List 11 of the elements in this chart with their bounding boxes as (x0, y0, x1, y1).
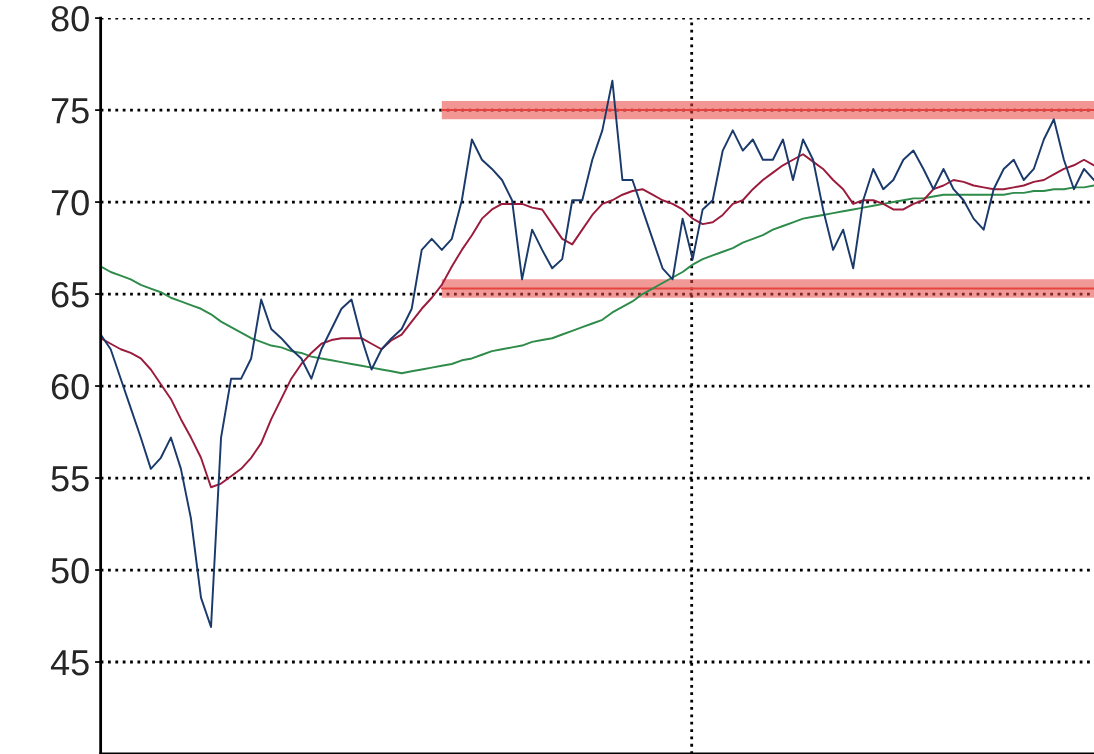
y-tick-label: 50 (51, 557, 89, 584)
y-tick-label: 70 (51, 189, 89, 216)
y-tick-label: 45 (50, 650, 89, 676)
line-series (100, 79, 1094, 629)
y-tick-label: 60 (51, 373, 89, 400)
y-tick-label: 65 (51, 281, 89, 308)
y-tick-label: 80 (51, 5, 89, 32)
y-tick-label: 75 (51, 98, 89, 124)
line-series (100, 153, 1094, 489)
line-series (100, 184, 1094, 375)
y-tick-label: 55 (51, 466, 89, 492)
